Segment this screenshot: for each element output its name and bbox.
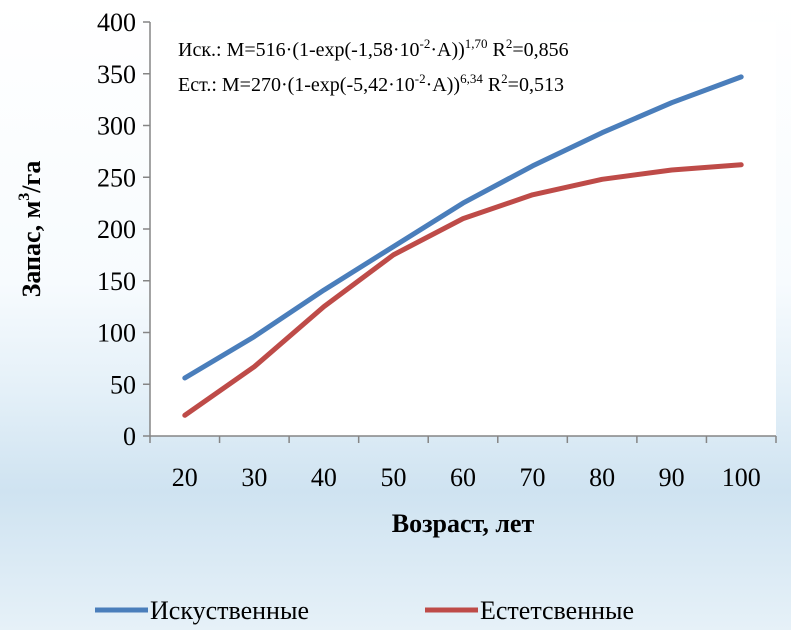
y-tick-label: 0 — [123, 422, 136, 451]
y-tick-label: 400 — [97, 8, 136, 37]
x-tick-label: 60 — [450, 463, 476, 492]
x-tick-label: 90 — [659, 463, 685, 492]
y-tick-label: 250 — [97, 163, 136, 192]
y-tick-label: 150 — [97, 267, 136, 296]
x-tick-label: 50 — [380, 463, 406, 492]
y-tick-label: 50 — [110, 370, 136, 399]
x-tick-label: 70 — [520, 463, 546, 492]
x-tick-label: 100 — [722, 463, 761, 492]
y-tick-label: 200 — [97, 215, 136, 244]
legend-label-natural: Естетсвенные — [480, 596, 634, 625]
y-tick-label: 350 — [97, 60, 136, 89]
y-axis-title: Запас, м3/га — [16, 161, 46, 298]
x-axis-title: Возраст, лет — [392, 509, 535, 538]
x-tick-label: 40 — [311, 463, 337, 492]
legend: Искуственные Естетсвенные — [95, 596, 634, 625]
y-tick-label: 300 — [97, 112, 136, 141]
x-tick-label: 30 — [241, 463, 267, 492]
x-tick-label: 20 — [172, 463, 198, 492]
legend-label-artificial: Искуственные — [150, 596, 309, 625]
y-tick-label: 100 — [97, 319, 136, 348]
x-tick-label: 80 — [589, 463, 615, 492]
